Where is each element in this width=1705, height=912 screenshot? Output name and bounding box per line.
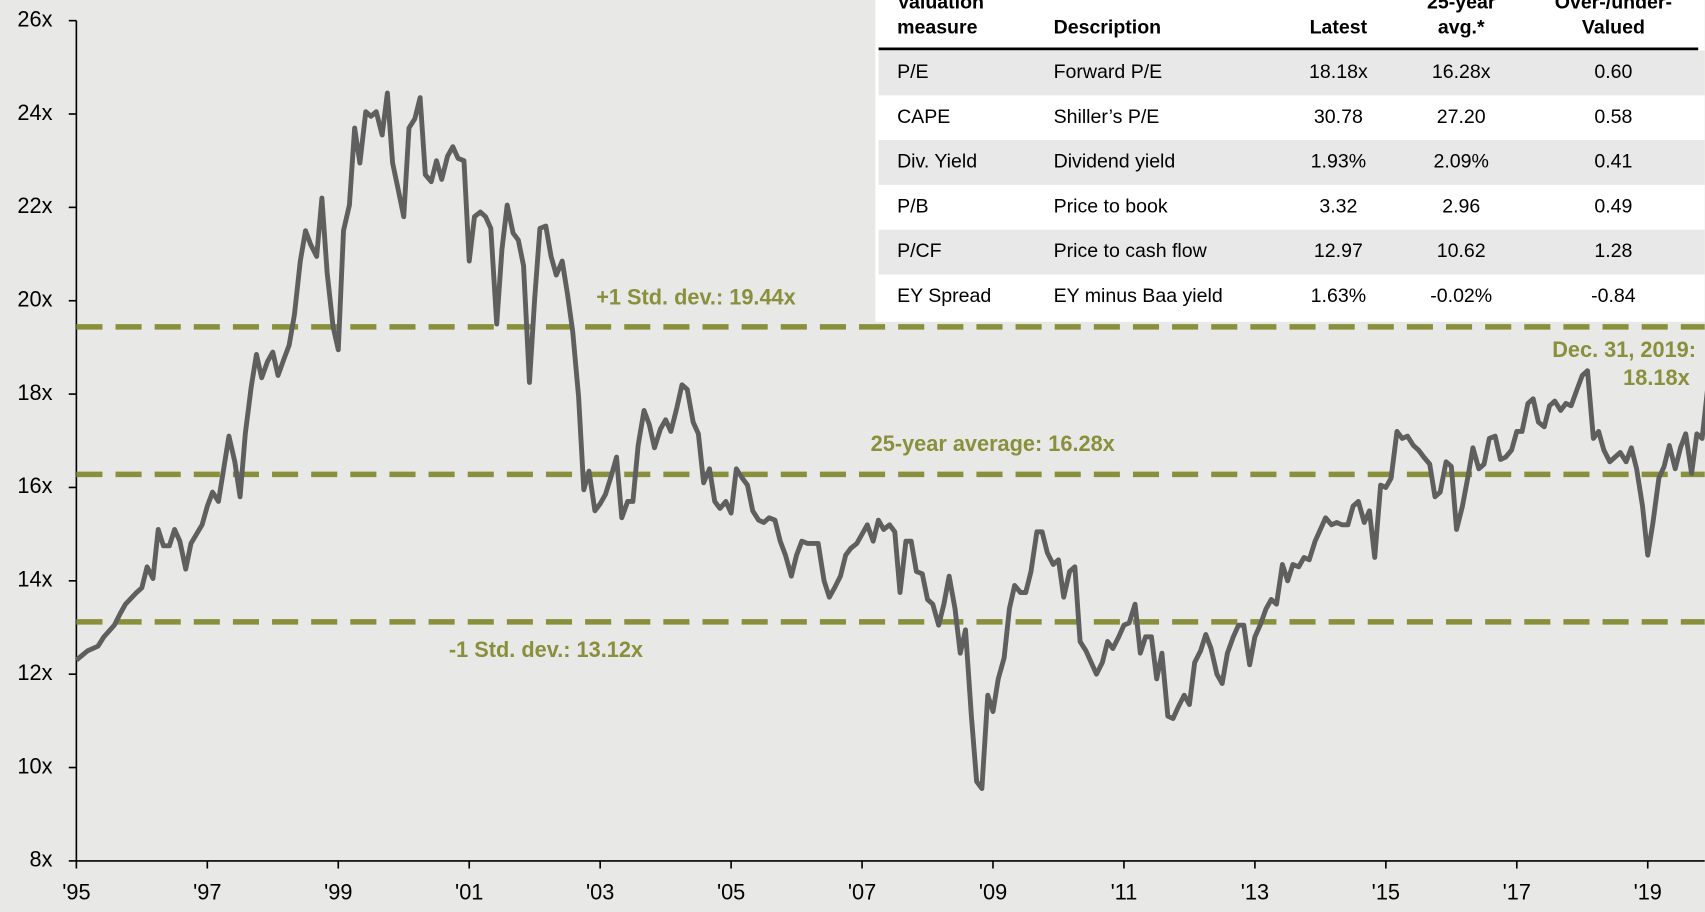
y-tick-label: 14x: [17, 567, 52, 592]
annotation: Dec. 31, 2019:: [1552, 337, 1696, 362]
x-tick-label: '95: [62, 879, 90, 904]
y-tick-label: 12x: [17, 660, 52, 685]
x-tick-label: '99: [324, 879, 352, 904]
column-header: 25-year: [1427, 0, 1496, 13]
y-tick-label: 16x: [17, 473, 52, 498]
x-tick-label: '11: [1111, 879, 1138, 904]
table-cell: 1.93%: [1311, 151, 1366, 173]
table-cell: P/B: [897, 195, 929, 217]
table-cell: P/CF: [897, 240, 942, 262]
column-header: Over-/under-: [1555, 0, 1672, 13]
column-header: measure: [897, 16, 978, 38]
x-tick-label: '19: [1634, 879, 1662, 904]
table-cell: EY minus Baa yield: [1054, 285, 1223, 307]
table-cell: 10.62: [1437, 240, 1486, 262]
table-cell: EY Spread: [897, 285, 991, 307]
y-tick-label: 10x: [17, 753, 52, 778]
reference-label: +1 Std. dev.: 19.44x: [596, 284, 796, 309]
column-header: Valued: [1582, 16, 1645, 38]
table-cell: -0.02%: [1430, 285, 1492, 307]
table-cell: CAPE: [897, 106, 950, 128]
row-shade: [878, 229, 1705, 275]
table-cell: 1.28: [1594, 240, 1632, 262]
table-cell: Div. Yield: [897, 151, 977, 173]
table-cell: 0.49: [1594, 195, 1632, 217]
table-cell: 2.09%: [1434, 151, 1489, 173]
table-cell: Dividend yield: [1054, 151, 1176, 173]
plot: 8x 10x 12x 14x 16x 18x 20x 22x 24x 26x '95 '97 '99 '0…: [17, 6, 1705, 904]
table-cell: Forward P/E: [1054, 61, 1163, 83]
x-tick-label: '03: [586, 879, 614, 904]
table-cell: P/E: [897, 61, 929, 83]
annotation: 18.18x: [1623, 365, 1689, 390]
table-cell: 27.20: [1437, 106, 1486, 128]
y-tick-label: 18x: [17, 380, 52, 405]
column-header: Valuation: [897, 0, 984, 13]
table-cell: Shiller’s P/E: [1054, 106, 1160, 128]
y-tick-label: 8x: [29, 847, 52, 872]
y-tick-label: 20x: [17, 286, 52, 311]
row-shade: [878, 140, 1705, 185]
table-cell: 18.18x: [1309, 61, 1368, 83]
table-cell: 1.63%: [1311, 285, 1366, 307]
column-header: Description: [1054, 16, 1162, 38]
table-cell: Price to book: [1054, 195, 1168, 217]
column-header: avg.*: [1438, 16, 1485, 38]
pe-line: [74, 90, 1705, 792]
x-tick-label: '15: [1372, 879, 1400, 904]
x-tick-label: '01: [455, 879, 483, 904]
table-cell: 3.32: [1319, 195, 1357, 217]
reference-label: 25-year average: 16.28x: [871, 431, 1115, 456]
row-shade: [878, 50, 1705, 96]
table-cell: 0.60: [1594, 61, 1632, 83]
x-tick-label: '17: [1503, 879, 1531, 904]
x-tick-label: '09: [979, 879, 1007, 904]
valuation-table: Valuation measure Description Latest 25-year…: [875, 0, 1705, 322]
table-cell: 0.58: [1594, 106, 1632, 128]
x-tick-label: '07: [848, 879, 876, 904]
x-tick-label: '13: [1241, 879, 1269, 904]
table-cell: 30.78: [1314, 106, 1363, 128]
column-header: Latest: [1310, 16, 1368, 38]
table-cell: 16.28x: [1432, 61, 1491, 83]
y-tick-label: 22x: [17, 193, 52, 218]
table-cell: Price to cash flow: [1054, 240, 1208, 262]
x-tick-label: '05: [717, 879, 745, 904]
table-cell: 2.96: [1442, 195, 1480, 217]
x-tick-label: '97: [193, 879, 221, 904]
y-tick-label: 26x: [17, 6, 52, 31]
y-tick-label: 24x: [17, 100, 52, 125]
table-cell: 12.97: [1314, 240, 1363, 262]
table-cell: 0.41: [1594, 151, 1632, 173]
reference-label: -1 Std. dev.: 13.12x: [449, 637, 643, 662]
table-cell: -0.84: [1591, 285, 1636, 307]
